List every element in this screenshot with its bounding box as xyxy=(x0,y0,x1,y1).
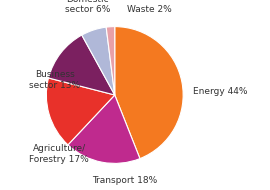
Text: Energy 44%: Energy 44% xyxy=(193,87,248,96)
Text: Business
sector 13%: Business sector 13% xyxy=(29,70,80,90)
Wedge shape xyxy=(115,27,183,159)
Text: Agriculture/
Forestry 17%: Agriculture/ Forestry 17% xyxy=(29,144,89,164)
Wedge shape xyxy=(106,27,115,95)
Wedge shape xyxy=(82,27,115,95)
Text: Waste 2%: Waste 2% xyxy=(127,5,171,14)
Text: Transport 18%: Transport 18% xyxy=(92,176,158,185)
Wedge shape xyxy=(46,78,115,145)
Wedge shape xyxy=(49,35,115,95)
Wedge shape xyxy=(68,95,140,163)
Text: Domestic
sector 6%: Domestic sector 6% xyxy=(65,0,110,14)
